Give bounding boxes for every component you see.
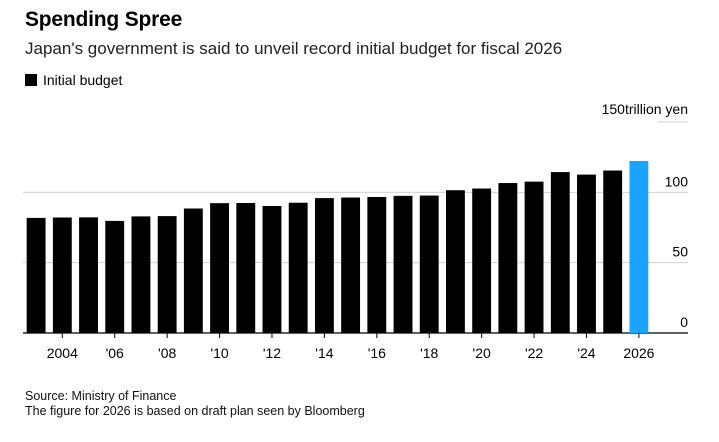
y-tick-label-50: 50 (672, 244, 688, 260)
x-tick-label-2014: '14 (315, 345, 333, 361)
legend-label: Initial budget (43, 72, 123, 88)
x-tick-label-2010: '10 (210, 345, 228, 361)
source-note: Source: Ministry of Finance (25, 389, 177, 403)
legend-swatch (25, 74, 37, 86)
x-tick-label-2024: '24 (577, 345, 595, 361)
bar-2020 (472, 188, 492, 333)
bar-2014 (314, 198, 334, 333)
x-tick-label-2006: '06 (106, 345, 124, 361)
y-tick-label-150: 150trillion yen (602, 101, 688, 117)
x-tick-label-2004: 2004 (47, 345, 78, 361)
x-tick-label-2016: '16 (368, 345, 386, 361)
bar-2016 (367, 196, 387, 333)
bar-2025 (603, 170, 623, 333)
bar-2010 (210, 203, 229, 333)
bar-2018 (419, 195, 439, 333)
bar-2007 (131, 216, 151, 333)
x-tick-label-2026: 2026 (623, 345, 654, 361)
bar-2005 (79, 217, 98, 333)
x-tick-label-2020: '20 (473, 345, 491, 361)
bar-2009 (183, 208, 203, 333)
x-tick-label-2022: '22 (525, 345, 543, 361)
y-tick-label-0: 0 (680, 314, 688, 330)
bar-chart: 0 50 100 150trillion yen 2004 '06 '08 '10 '12 '14… (23, 101, 689, 361)
bar-2012 (262, 205, 282, 333)
x-tick-label-2008: '08 (158, 345, 176, 361)
bar-2017 (393, 195, 413, 333)
bar-2006 (105, 220, 125, 333)
bar-2004 (52, 217, 72, 333)
bar-2015 (341, 197, 361, 333)
x-tick-label-2012: '12 (263, 345, 281, 361)
bar-2022 (524, 181, 544, 333)
y-tick-label-100: 100 (665, 173, 689, 189)
bar-2011 (236, 203, 256, 333)
x-tick-label-2018: '18 (420, 345, 438, 361)
bar-2021 (498, 183, 518, 333)
bar-2019 (446, 190, 465, 333)
bar-2008 (157, 216, 177, 333)
chart-title: Spending Spree (25, 8, 183, 31)
footer: Source: Ministry of Finance The figure f… (25, 389, 365, 419)
draft-note: The figure for 2026 is based on draft pl… (25, 404, 365, 418)
bar-2023 (550, 172, 570, 333)
bar-2013 (288, 202, 308, 333)
bar-2026 (629, 160, 649, 333)
bar-2003 (26, 217, 46, 333)
bar-2024 (577, 174, 596, 333)
chart-subtitle: Japan's government is said to unveil rec… (25, 39, 563, 58)
legend: Initial budget (25, 72, 122, 88)
